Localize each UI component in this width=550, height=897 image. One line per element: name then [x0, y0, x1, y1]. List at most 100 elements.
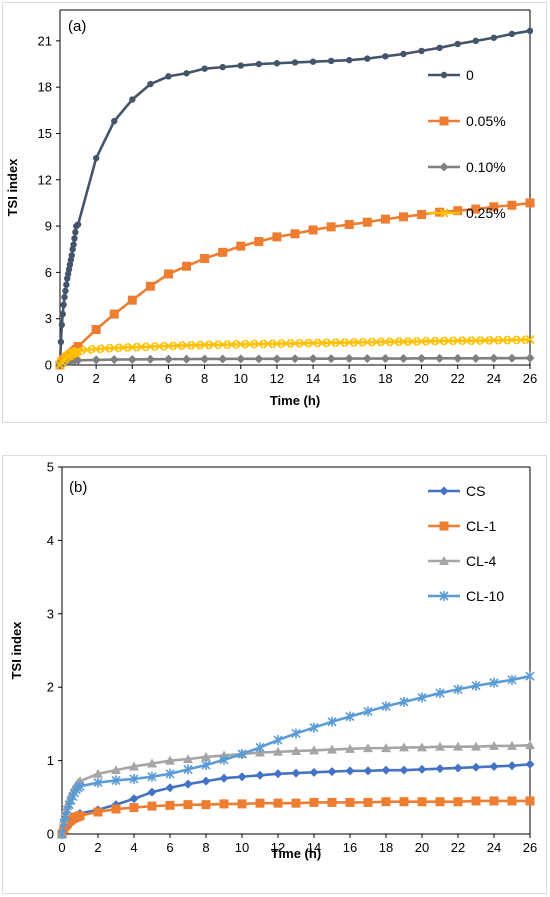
x-tick-label: 8 — [202, 840, 209, 855]
x-tick-label: 18 — [378, 371, 392, 386]
data-point — [290, 229, 300, 239]
legend-label: CL-4 — [466, 553, 497, 569]
data-point — [199, 340, 210, 350]
data-point — [72, 229, 79, 236]
data-point — [255, 770, 265, 780]
x-tick-label: 20 — [414, 371, 428, 386]
legend-label: 0 — [466, 67, 474, 83]
legend-marker — [439, 486, 449, 496]
data-point — [273, 746, 283, 756]
x-tick-label: 6 — [166, 840, 173, 855]
data-point — [183, 754, 193, 764]
x-axis-label: Time (h) — [270, 393, 320, 408]
data-point — [272, 354, 282, 364]
data-point — [154, 341, 165, 351]
data-point — [364, 55, 371, 62]
legend-marker — [439, 591, 449, 601]
data-point — [508, 30, 516, 38]
data-point — [147, 801, 157, 811]
data-point — [344, 220, 354, 230]
data-point — [507, 740, 517, 750]
data-point — [335, 337, 345, 348]
x-tick-label: 14 — [307, 840, 321, 855]
x-tick-label: 26 — [523, 371, 537, 386]
x-tick-label: 20 — [415, 840, 429, 855]
data-point — [127, 354, 137, 364]
data-point — [507, 761, 517, 771]
data-point — [59, 817, 69, 828]
data-point — [273, 735, 283, 746]
x-tick-label: 24 — [487, 371, 501, 386]
data-point — [237, 772, 247, 782]
data-point — [417, 742, 427, 752]
data-point — [109, 355, 119, 365]
data-point — [525, 759, 535, 769]
data-point — [200, 354, 210, 364]
legend-marker — [439, 521, 449, 531]
data-point — [291, 768, 301, 778]
data-point — [163, 341, 174, 351]
data-point — [435, 764, 445, 774]
x-tick-label: 16 — [343, 840, 357, 855]
data-point — [308, 338, 318, 348]
data-point — [453, 336, 463, 346]
data-point — [398, 354, 408, 364]
data-point — [136, 342, 146, 352]
data-point — [182, 261, 192, 271]
data-point — [299, 338, 309, 348]
data-point — [73, 341, 83, 351]
data-point — [71, 235, 78, 242]
data-point — [507, 796, 517, 806]
data-point — [254, 339, 264, 349]
y-tick-label: 1 — [47, 753, 54, 768]
data-point — [525, 198, 535, 208]
data-point — [129, 773, 139, 784]
data-point — [381, 797, 391, 807]
data-point — [273, 60, 281, 67]
legend-entry: 0.25% — [428, 205, 506, 221]
data-point — [434, 336, 445, 346]
x-axis-label: Time (h) — [271, 846, 321, 861]
data-point — [525, 671, 535, 682]
data-point — [163, 354, 173, 364]
data-point — [362, 337, 372, 347]
data-point — [236, 354, 246, 364]
legend-label: CS — [466, 483, 485, 499]
data-point — [462, 336, 472, 346]
data-point — [407, 336, 418, 347]
data-point — [363, 706, 373, 717]
legend-label: 0.10% — [466, 159, 506, 175]
data-point — [100, 343, 110, 354]
data-point — [165, 755, 175, 765]
data-point — [93, 777, 103, 788]
data-point — [480, 335, 490, 346]
data-point — [219, 63, 226, 71]
y-tick-label: 12 — [38, 172, 52, 187]
data-point — [353, 337, 363, 347]
y-tick-label: 0 — [45, 358, 52, 373]
data-point — [417, 692, 427, 703]
data-point — [93, 768, 103, 778]
y-tick-label: 9 — [45, 219, 52, 234]
data-point — [181, 340, 192, 351]
data-point — [309, 797, 319, 807]
data-point — [417, 210, 427, 220]
data-point — [309, 767, 319, 777]
x-tick-label: 22 — [450, 371, 464, 386]
data-point — [291, 746, 301, 756]
data-point — [327, 716, 337, 727]
data-point — [453, 741, 463, 751]
series-CL-10 — [57, 671, 535, 839]
data-point — [201, 65, 208, 72]
data-point — [255, 798, 265, 808]
y-tick-label: 2 — [47, 680, 54, 695]
data-point — [190, 340, 201, 350]
data-point — [227, 339, 237, 350]
data-point — [62, 287, 69, 295]
data-point — [471, 353, 481, 363]
data-point — [327, 57, 335, 65]
data-point — [237, 799, 247, 809]
data-point — [489, 353, 499, 363]
